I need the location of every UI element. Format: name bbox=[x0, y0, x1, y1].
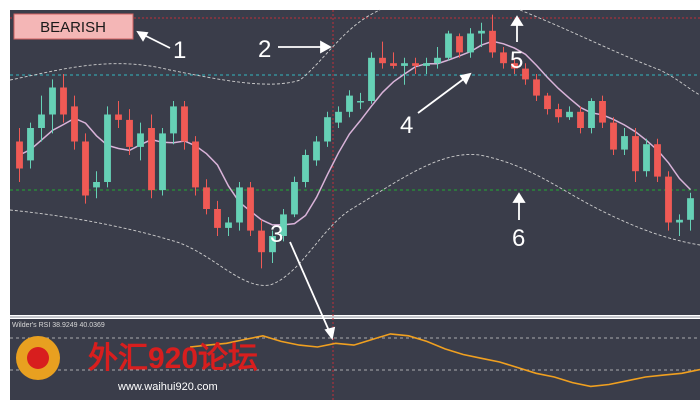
candle-bear bbox=[489, 30, 496, 53]
watermark-brand: 外汇920论坛 bbox=[88, 342, 258, 375]
candle-bear bbox=[192, 141, 199, 188]
candle-bear bbox=[60, 87, 67, 115]
candle-bull bbox=[324, 117, 331, 142]
candle-bull bbox=[137, 133, 144, 147]
arrow-3-head bbox=[324, 326, 336, 341]
candle-bear bbox=[214, 209, 221, 228]
candle-bull bbox=[566, 111, 573, 118]
candle-bear bbox=[379, 57, 386, 64]
candle-bear bbox=[665, 176, 672, 223]
candle-bear bbox=[247, 187, 254, 231]
arrow-1 bbox=[141, 33, 171, 49]
candle-bear bbox=[126, 119, 133, 147]
candle-bear bbox=[522, 68, 529, 80]
candle-bull bbox=[291, 182, 298, 215]
candle-bear bbox=[500, 52, 507, 64]
upper-band bbox=[9, 9, 381, 85]
upper-band-right bbox=[519, 9, 700, 96]
candle-bear bbox=[533, 79, 540, 96]
candle-bull bbox=[687, 198, 694, 220]
annotation-5: 5 bbox=[510, 47, 523, 74]
annotation-6: 6 bbox=[512, 225, 525, 252]
candle-bull bbox=[357, 101, 364, 103]
candle-bear bbox=[599, 101, 606, 123]
candle-bear bbox=[115, 114, 122, 120]
indicator-pane bbox=[10, 319, 700, 400]
rsi-line bbox=[189, 333, 700, 388]
candle-bull bbox=[423, 63, 430, 66]
lower-band bbox=[9, 154, 700, 286]
annotation-1: 1 bbox=[173, 37, 186, 64]
candle-bull bbox=[335, 111, 342, 123]
candle-bear bbox=[203, 187, 210, 209]
candle-bear bbox=[16, 141, 23, 169]
indicator-label: Wilder's RSI 38.9249 40.0369 bbox=[12, 322, 105, 329]
candle-bear bbox=[544, 95, 551, 110]
candle-bull bbox=[676, 219, 683, 223]
candle-bear bbox=[610, 122, 617, 150]
candle-bull bbox=[269, 236, 276, 253]
moving-average-line bbox=[19, 40, 692, 226]
candle-bull bbox=[159, 133, 166, 191]
bearish-badge-text: BEARISH bbox=[40, 19, 106, 36]
candle-bear bbox=[654, 144, 661, 177]
candle-bull bbox=[236, 187, 243, 223]
arrow-4-head bbox=[459, 72, 472, 85]
candle-bear bbox=[456, 36, 463, 53]
candle-bear bbox=[412, 63, 419, 66]
candle-bear bbox=[148, 128, 155, 191]
watermark-url: www.waihui920.com bbox=[117, 381, 218, 393]
candle-bull bbox=[368, 57, 375, 101]
annotation-3: 3 bbox=[270, 221, 283, 248]
candle-bear bbox=[632, 136, 639, 172]
bearish-badge bbox=[13, 13, 134, 40]
candle-bear bbox=[390, 63, 397, 66]
candle-bear bbox=[577, 111, 584, 128]
candle-bull bbox=[93, 182, 100, 188]
candle-bull bbox=[445, 33, 452, 58]
candle-bull bbox=[27, 128, 34, 161]
arrow-3 bbox=[289, 241, 331, 334]
candle-bull bbox=[170, 106, 177, 134]
candle-bear bbox=[82, 141, 89, 196]
candle-bull bbox=[104, 114, 111, 182]
candle-bull bbox=[346, 95, 353, 112]
candle-bull bbox=[280, 214, 287, 236]
candle-bull bbox=[467, 33, 474, 53]
annotation-2: 2 bbox=[258, 36, 271, 63]
candle-bear bbox=[258, 230, 265, 253]
arrow-1-head bbox=[136, 30, 149, 42]
watermark: 外汇920论坛 www.waihui920.com bbox=[16, 336, 258, 393]
candle-bull bbox=[313, 141, 320, 161]
arrow-4 bbox=[417, 77, 466, 114]
watermark-logo-core-icon bbox=[27, 347, 49, 369]
arrow-6-head bbox=[512, 192, 526, 203]
candle-bull bbox=[401, 63, 408, 66]
candle-bear bbox=[71, 106, 78, 142]
candle-bear bbox=[511, 63, 518, 69]
annotation-4: 4 bbox=[400, 112, 413, 139]
candle-bear bbox=[555, 109, 562, 118]
candle-bull bbox=[643, 144, 650, 172]
candle-bull bbox=[38, 114, 45, 128]
price-pane bbox=[10, 10, 700, 315]
candle-bull bbox=[302, 155, 309, 182]
candle-bear bbox=[181, 106, 188, 142]
annotation-arrows bbox=[136, 15, 526, 341]
candle-bull bbox=[225, 222, 232, 228]
candle-bull bbox=[588, 101, 595, 128]
arrow-2-head bbox=[320, 40, 332, 54]
arrow-5-head bbox=[510, 15, 524, 26]
candle-bull bbox=[478, 30, 485, 34]
candle-bull bbox=[49, 87, 56, 115]
candle-bull bbox=[621, 136, 628, 150]
candle-bull bbox=[434, 57, 441, 64]
